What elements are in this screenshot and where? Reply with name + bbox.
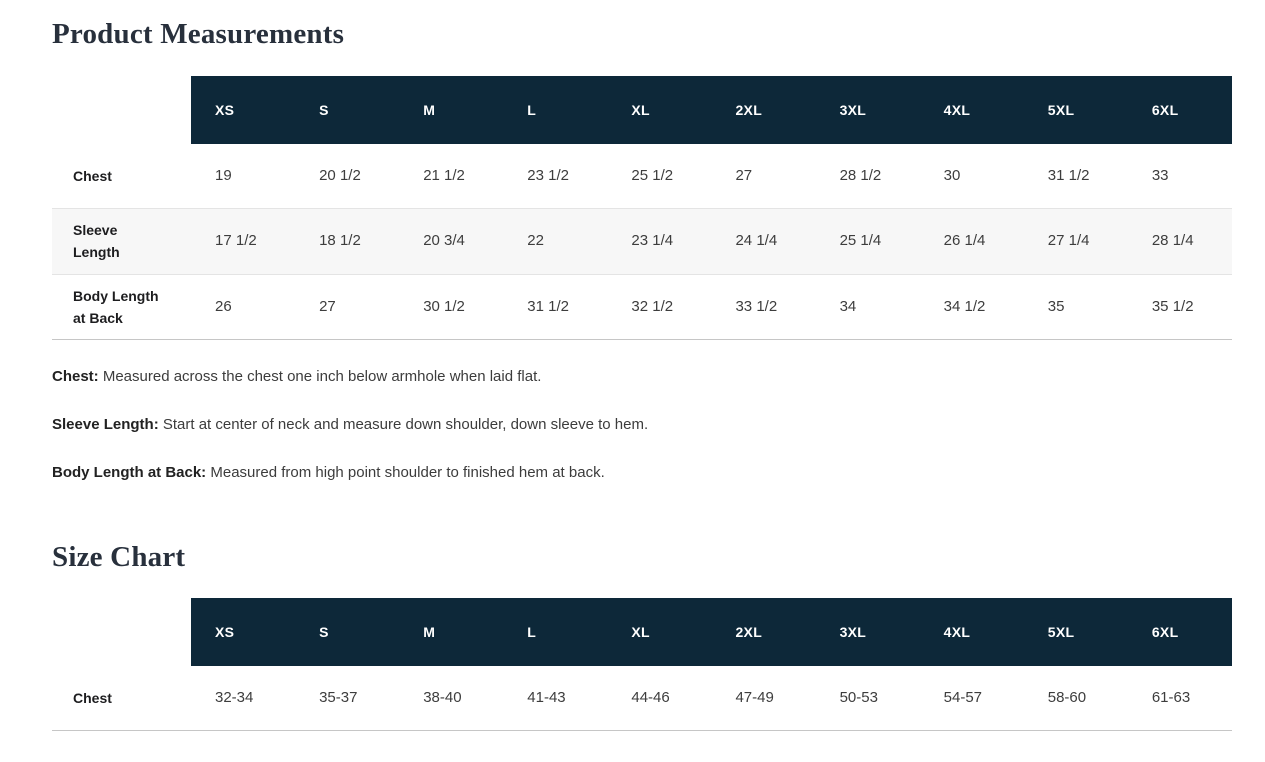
measurement-value: 20 1/2 xyxy=(319,166,361,184)
measurement-value: 33 1/2 xyxy=(735,297,778,315)
measurement-value: 23 1/4 xyxy=(631,232,674,250)
measurement-value: 18 1/2 xyxy=(319,232,361,250)
measurement-value: 54-57 xyxy=(943,689,983,707)
measurement-value: 27 1/4 xyxy=(1047,232,1090,250)
row-label: Sleeve Length xyxy=(52,208,191,274)
row-label: Body Length at Back xyxy=(52,274,191,339)
measurement-value: 30 xyxy=(943,166,961,184)
measurement-value: 27 xyxy=(735,166,753,184)
measurement-value: 50-53 xyxy=(839,689,878,707)
measurement-value: 24 1/4 xyxy=(735,232,778,250)
measurement-value: 35-37 xyxy=(319,689,358,707)
measurement-value: 26 1/4 xyxy=(943,232,986,250)
label-column-header xyxy=(52,76,191,144)
size-column-header: 6XL xyxy=(1127,75,1232,144)
size-column-header: 3XL xyxy=(815,75,920,144)
measurement-value: 22 xyxy=(527,232,544,250)
size-column-header: XL xyxy=(607,75,712,144)
table-row: Chest 32-34 35-37 38-40 41-43 44-46 47-49 50-53… xyxy=(52,666,1232,731)
measurement-value: 31 1/2 xyxy=(527,297,569,315)
measurement-notes: Chest: Measured across the chest one inc… xyxy=(52,366,1265,483)
measurement-value: 34 xyxy=(839,297,857,315)
size-column-header: M xyxy=(399,75,504,144)
label-column-header xyxy=(52,598,191,666)
measurement-value: 17 1/2 xyxy=(215,232,257,250)
measurement-value: 33 xyxy=(1151,166,1169,184)
sleeve-length-note: Sleeve Length: Start at center of neck a… xyxy=(52,414,1265,435)
measurement-value: 32 1/2 xyxy=(631,297,674,315)
measurement-value: 25 1/2 xyxy=(631,166,674,184)
chest-note: Chest: Measured across the chest one inc… xyxy=(52,366,1265,387)
chest-note-text: Measured across the chest one inch below… xyxy=(98,367,542,385)
size-column-header: S xyxy=(295,598,400,667)
size-column-header: M xyxy=(399,598,504,667)
size-column-header: L xyxy=(503,75,608,144)
measurement-value: 58-60 xyxy=(1047,689,1087,707)
product-measurements-title: Product Measurements xyxy=(52,18,345,50)
measurement-value: 35 1/2 xyxy=(1151,297,1194,315)
measurement-value: 61-63 xyxy=(1151,689,1191,707)
size-column-header: S xyxy=(295,75,400,144)
size-column-header: 5XL xyxy=(1023,75,1128,144)
size-column-header: XL xyxy=(607,598,712,667)
table-row: Sleeve Length 17 1/2 18 1/2 20 3/4 22 23 1/4 2… xyxy=(52,208,1232,275)
row-label: Chest xyxy=(52,666,191,731)
measurement-value: 27 xyxy=(319,297,336,315)
size-column-header: XS xyxy=(191,75,296,144)
size-column-header: 4XL xyxy=(919,598,1024,667)
size-column-header: 4XL xyxy=(919,75,1024,144)
measurement-value: 28 1/2 xyxy=(839,166,882,184)
size-column-header: 2XL xyxy=(711,75,816,144)
table-row: Chest 19 20 1/2 21 1/2 23 1/2 25 1/2 27 28 1/2 3… xyxy=(52,144,1232,209)
measurement-value: 26 xyxy=(215,297,232,315)
row-label-text: Chest xyxy=(73,167,112,184)
measurement-value: 41-43 xyxy=(527,689,566,707)
chest-note-term: Chest: xyxy=(52,367,99,385)
table-row: Body Length at Back 26 27 30 1/2 31 1/2 32 1/… xyxy=(52,274,1232,340)
measurement-value: 32-34 xyxy=(215,689,254,707)
size-header-row: XS S M L XL 2XL 3XL 4XL 5XL 6XL xyxy=(52,598,1232,667)
measurement-value: 28 1/4 xyxy=(1151,232,1194,250)
row-label-text: Body Length at Back xyxy=(73,287,159,326)
measurement-value: 31 1/2 xyxy=(1047,166,1090,184)
row-label-text: Sleeve Length xyxy=(73,222,120,261)
sleeve-length-note-text: Start at center of neck and measure down… xyxy=(158,415,649,433)
size-column-header: 2XL xyxy=(711,598,816,667)
measurement-value: 21 1/2 xyxy=(423,166,465,184)
measurement-value: 35 xyxy=(1047,297,1065,315)
measurement-value: 19 xyxy=(215,166,232,184)
product-measurements-table: XS S M L XL 2XL 3XL 4XL 5XL 6XL Chest 19 20 1/2 21 1… xyxy=(52,75,1232,340)
row-label-text: Chest xyxy=(73,690,112,707)
size-column-header: XS xyxy=(191,598,296,667)
measurement-value: 30 1/2 xyxy=(423,297,465,315)
row-label: Chest xyxy=(52,144,191,209)
body-length-note-text: Measured from high point shoulder to fin… xyxy=(206,463,605,481)
size-column-header: 5XL xyxy=(1023,598,1128,667)
measurement-value: 25 1/4 xyxy=(839,232,882,250)
measurement-value: 23 1/2 xyxy=(527,166,569,184)
sleeve-length-note-term: Sleeve Length: xyxy=(52,415,159,433)
size-column-header: L xyxy=(503,598,608,667)
measurement-value: 47-49 xyxy=(735,689,774,707)
size-header-row: XS S M L XL 2XL 3XL 4XL 5XL 6XL xyxy=(52,75,1232,144)
body-length-note: Body Length at Back: Measured from high … xyxy=(52,462,1265,483)
body-length-note-term: Body Length at Back: xyxy=(52,463,207,481)
measurement-value: 34 1/2 xyxy=(943,297,986,315)
measurement-value: 44-46 xyxy=(631,689,670,707)
size-column-header: 3XL xyxy=(815,598,920,667)
size-column-header: 6XL xyxy=(1127,598,1232,667)
measurement-value: 38-40 xyxy=(423,689,462,707)
size-chart-table: XS S M L XL 2XL 3XL 4XL 5XL 6XL Chest 32-34 35-37 38… xyxy=(52,598,1232,731)
size-chart-title: Size Chart xyxy=(52,540,186,573)
measurement-value: 20 3/4 xyxy=(423,232,465,250)
